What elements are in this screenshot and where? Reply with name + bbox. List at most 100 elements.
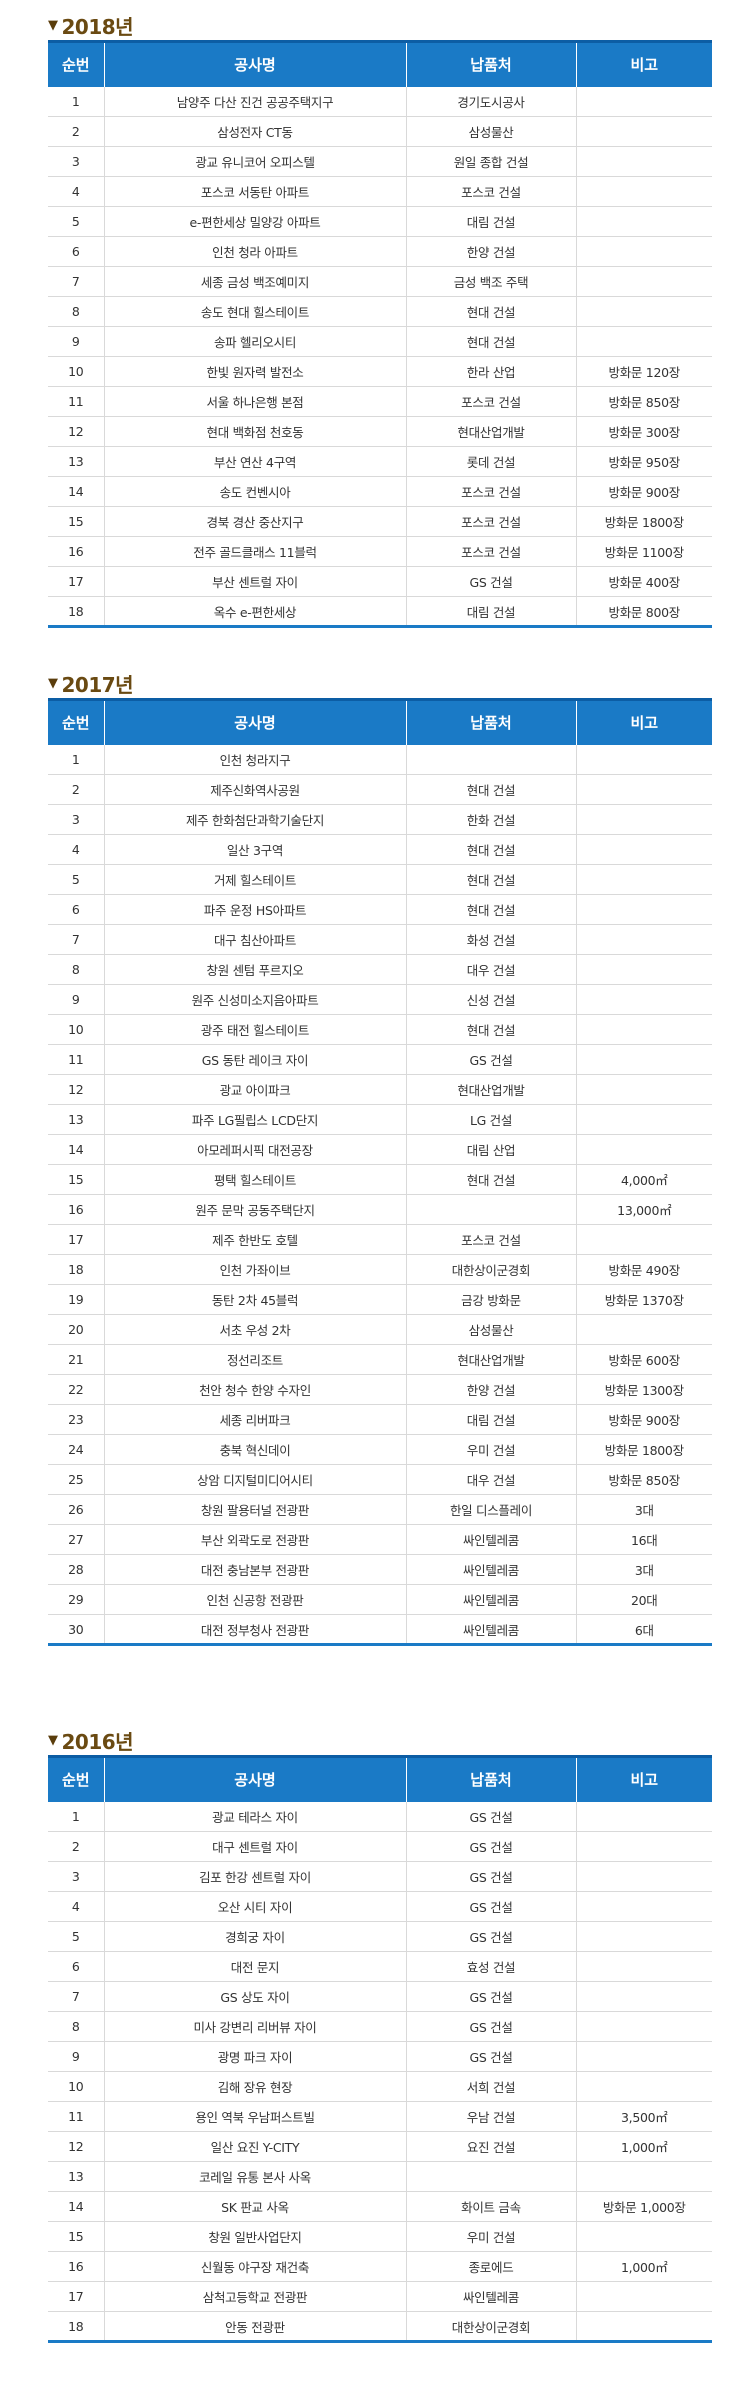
project-name: 세종 리버파크	[104, 1404, 407, 1435]
client-name: 현대산업개발	[406, 1074, 577, 1105]
row-number: 28	[48, 1554, 105, 1585]
header-client: 납품처	[406, 1755, 577, 1802]
table-row: 14 아모레퍼시픽 대전공장 대림 산업	[48, 1134, 712, 1165]
client-name: 삼성물산	[406, 1314, 577, 1345]
row-number: 8	[48, 2011, 105, 2042]
client-name: 대우 건설	[406, 1464, 577, 1495]
table-row: 30 대전 정부청사 전광판 싸인텔레콤 6대	[48, 1614, 712, 1646]
row-number: 3	[48, 146, 105, 177]
row-number: 6	[48, 1951, 105, 1982]
table-row: 11 GS 동탄 레이크 자이 GS 건설	[48, 1044, 712, 1075]
client-name: 현대 건설	[406, 326, 577, 357]
table-row: 17 제주 한반도 호텔 포스코 건설	[48, 1224, 712, 1255]
client-name: 현대 건설	[406, 1014, 577, 1045]
row-number: 10	[48, 1014, 105, 1045]
row-number: 26	[48, 1494, 105, 1525]
header-note: 비고	[576, 40, 712, 87]
row-number: 15	[48, 2221, 105, 2252]
row-number: 20	[48, 1314, 105, 1345]
table-row: 7 대구 침산아파트 화성 건설	[48, 924, 712, 955]
client-name: 포스코 건설	[406, 176, 577, 207]
project-name: 거제 힐스테이트	[104, 864, 407, 895]
row-number: 5	[48, 1921, 105, 1952]
client-name: 대림 건설	[406, 596, 577, 628]
table-row: 12 광교 아이파크 현대산업개발	[48, 1074, 712, 1105]
client-name: 한화 건설	[406, 804, 577, 835]
client-name: 싸인텔레콤	[406, 1614, 577, 1646]
table-header-row: 순번 공사명 납품처 비고	[48, 40, 712, 87]
row-number: 30	[48, 1614, 105, 1646]
row-number: 1	[48, 86, 105, 117]
section-year: 2017년	[61, 672, 134, 697]
project-name: 창원 센텀 푸르지오	[104, 954, 407, 985]
section-heading: ▼ 2018년	[48, 10, 712, 40]
table-row: 4 포스코 서동탄 아파트 포스코 건설	[48, 176, 712, 207]
client-name: GS 건설	[406, 1891, 577, 1922]
remark: 6대	[576, 1614, 712, 1646]
project-table: 순번 공사명 납품처 비고 1 광교 테라스 자이 GS 건설 2 대구 센트럴 자이 G…	[48, 1755, 712, 2343]
table-row: 15 창원 일반사업단지 우미 건설	[48, 2221, 712, 2252]
remark	[576, 1224, 712, 1255]
remark: 방화문 1100장	[576, 536, 712, 567]
client-name: 대림 건설	[406, 206, 577, 237]
remark: 20대	[576, 1584, 712, 1615]
row-number: 29	[48, 1584, 105, 1615]
table-row: 8 미사 강변리 리버뷰 자이 GS 건설	[48, 2011, 712, 2042]
client-name: 대우 건설	[406, 954, 577, 985]
table-row: 24 충북 혁신데이 우미 건설 방화문 1800장	[48, 1434, 712, 1465]
table-row: 17 삼척고등학교 전광판 싸인텔레콤	[48, 2281, 712, 2312]
remark	[576, 1044, 712, 1075]
client-name: 우남 건설	[406, 2101, 577, 2132]
remark	[576, 2221, 712, 2252]
project-name: 상암 디지털미디어시티	[104, 1464, 407, 1495]
client-name: 우미 건설	[406, 1434, 577, 1465]
remark: 방화문 1300장	[576, 1374, 712, 1405]
row-number: 7	[48, 924, 105, 955]
client-name: 효성 건설	[406, 1951, 577, 1982]
table-row: 10 광주 태전 힐스테이트 현대 건설	[48, 1014, 712, 1045]
remark	[576, 1891, 712, 1922]
remark: 방화문 400장	[576, 566, 712, 597]
row-number: 25	[48, 1464, 105, 1495]
table-row: 6 인천 청라 아파트 한양 건설	[48, 236, 712, 267]
row-number: 10	[48, 356, 105, 387]
remark	[576, 1981, 712, 2012]
project-name: 원주 문막 공동주택단지	[104, 1194, 407, 1225]
section-heading: ▼ 2016년	[48, 1725, 712, 1755]
client-name: 경기도시공사	[406, 86, 577, 117]
row-number: 16	[48, 2251, 105, 2282]
project-name: 서초 우성 2차	[104, 1314, 407, 1345]
client-name: 종로에드	[406, 2251, 577, 2282]
client-name: 포스코 건설	[406, 386, 577, 417]
table-row: 29 인천 신공항 전광판 싸인텔레콤 20대	[48, 1584, 712, 1615]
client-name: GS 건설	[406, 1044, 577, 1075]
client-name: 현대 건설	[406, 834, 577, 865]
remark: 방화문 490장	[576, 1254, 712, 1285]
project-name: 원주 신성미소지음아파트	[104, 984, 407, 1015]
remark	[576, 1831, 712, 1862]
table-row: 7 GS 상도 자이 GS 건설	[48, 1981, 712, 2012]
table-row: 10 김해 장유 현장 서희 건설	[48, 2071, 712, 2102]
row-number: 12	[48, 416, 105, 447]
row-number: 5	[48, 864, 105, 895]
table-row: 18 옥수 e-편한세상 대림 건설 방화문 800장	[48, 596, 712, 628]
remark	[576, 1921, 712, 1952]
table-row: 9 광명 파크 자이 GS 건설	[48, 2041, 712, 2072]
row-number: 18	[48, 2311, 105, 2343]
table-row: 18 인천 가좌이브 대한상이군경회 방화문 490장	[48, 1254, 712, 1285]
remark	[576, 2041, 712, 2072]
table-row: 17 부산 센트럴 자이 GS 건설 방화문 400장	[48, 566, 712, 597]
project-name: 용인 역북 우남퍼스트빌	[104, 2101, 407, 2132]
client-name: 금성 백조 주택	[406, 266, 577, 297]
table-row: 5 거제 힐스테이트 현대 건설	[48, 864, 712, 895]
project-name: 대전 문지	[104, 1951, 407, 1982]
table-row: 9 송파 헬리오시티 현대 건설	[48, 326, 712, 357]
table-row: 21 정선리조트 현대산업개발 방화문 600장	[48, 1344, 712, 1375]
table-row: 16 전주 골드클래스 11블럭 포스코 건설 방화문 1100장	[48, 536, 712, 567]
section-year: 2018년	[61, 14, 134, 39]
remark: 1,000㎡	[576, 2251, 712, 2282]
table-row: 3 김포 한강 센트럴 자이 GS 건설	[48, 1861, 712, 1892]
row-number: 11	[48, 1044, 105, 1075]
client-name: 삼성물산	[406, 116, 577, 147]
remark	[576, 116, 712, 147]
